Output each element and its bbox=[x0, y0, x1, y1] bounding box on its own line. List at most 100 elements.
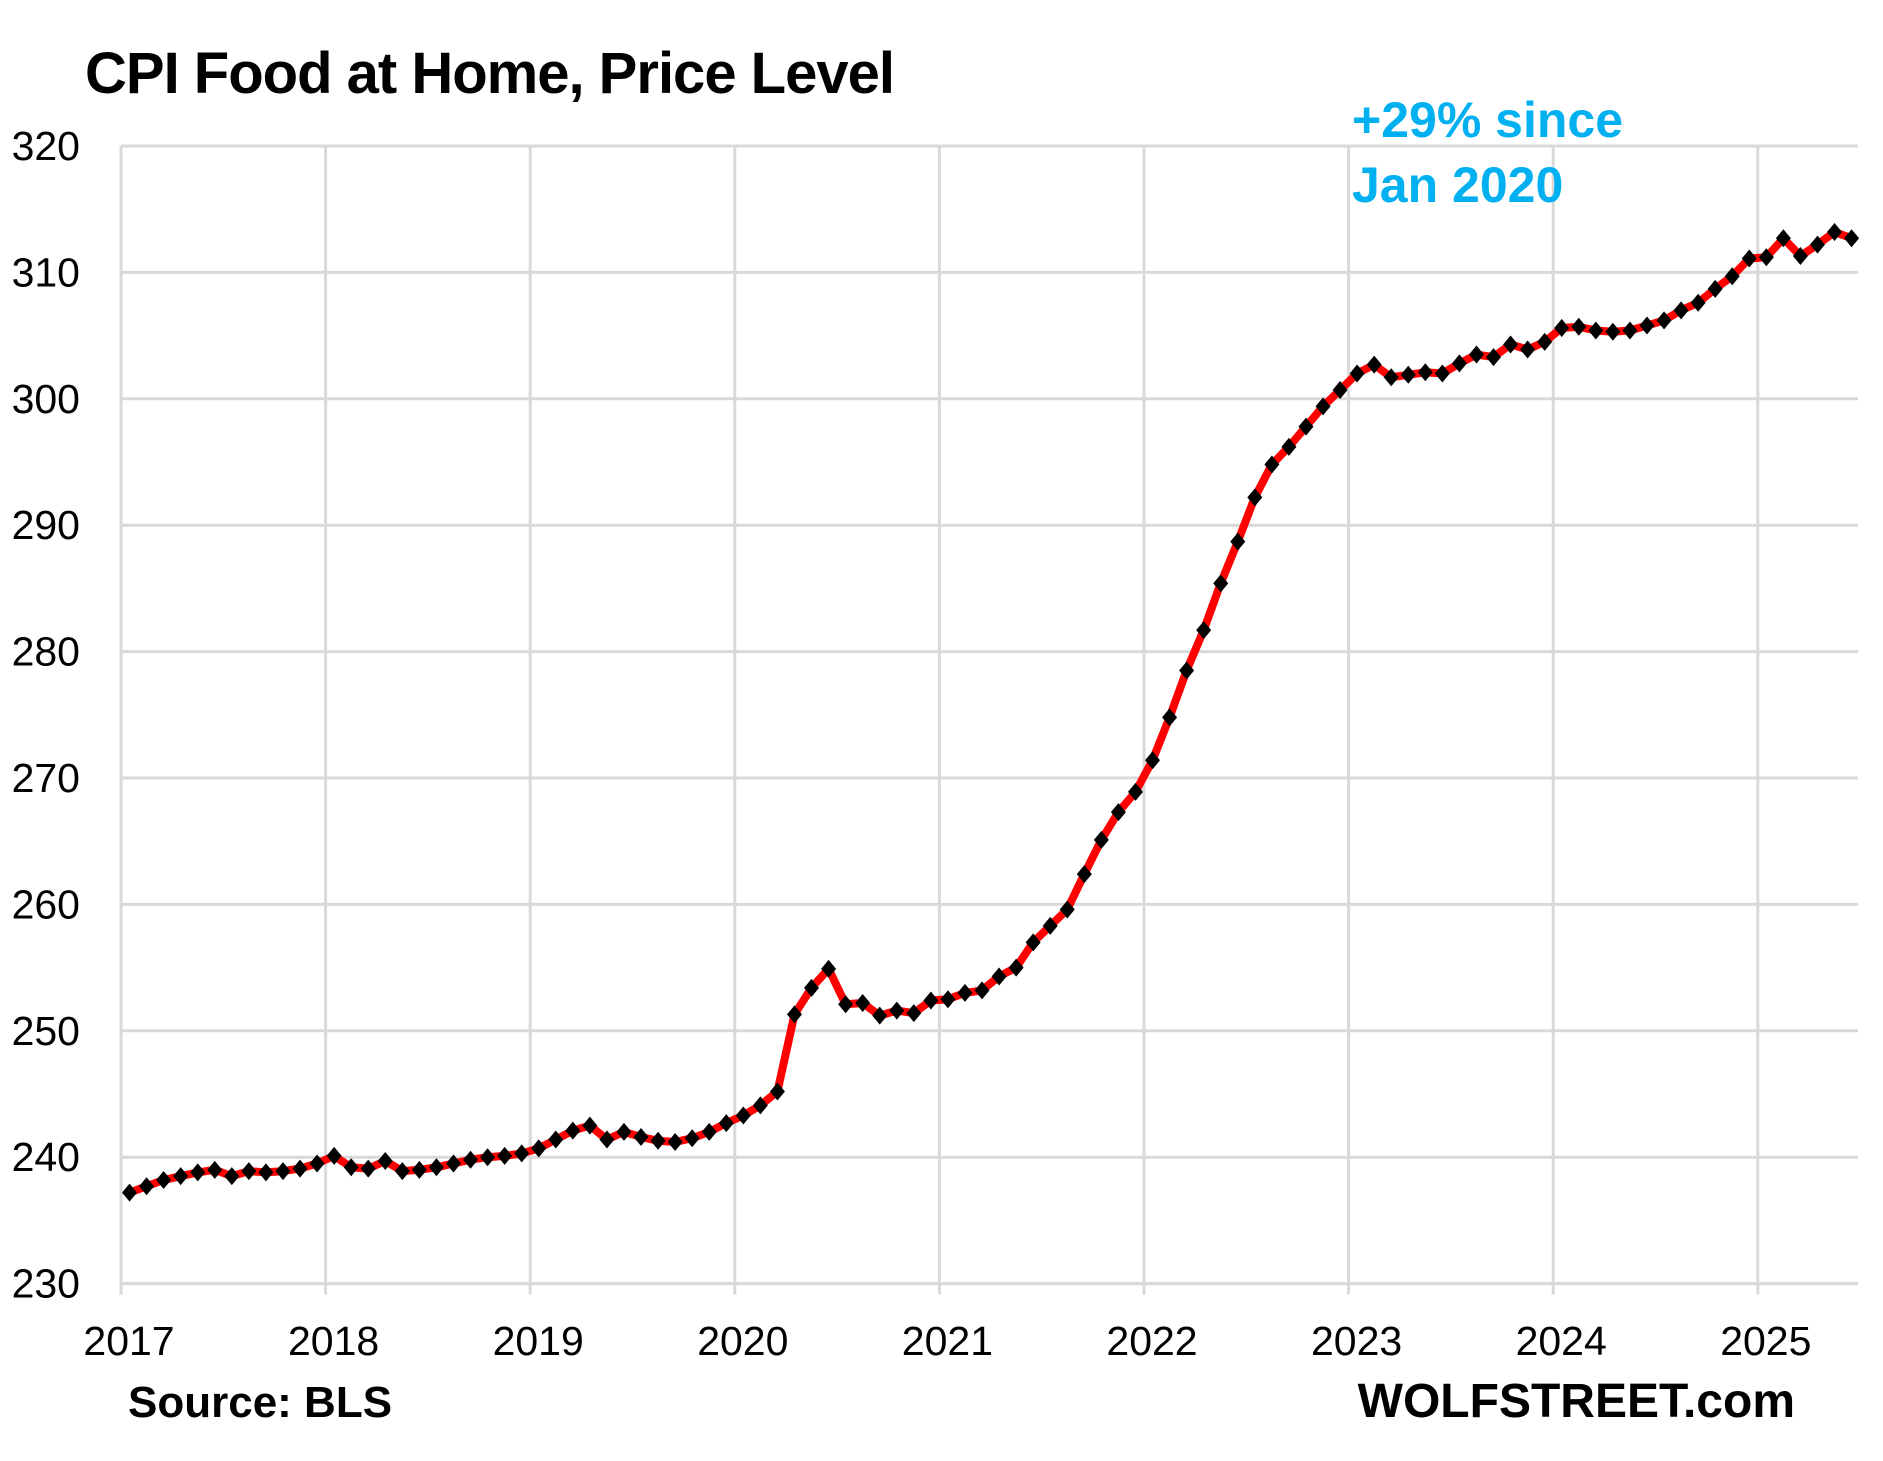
data-point-marker bbox=[616, 1122, 632, 1141]
y-axis-tick-label: 260 bbox=[12, 881, 80, 927]
x-axis-tick-label: 2023 bbox=[1311, 1318, 1402, 1364]
data-point-marker bbox=[1554, 319, 1570, 338]
x-axis-tick-label: 2022 bbox=[1106, 1318, 1197, 1364]
data-point-marker bbox=[1468, 345, 1484, 364]
data-point-marker bbox=[241, 1162, 257, 1181]
data-point-marker bbox=[701, 1122, 717, 1141]
data-point-marker bbox=[889, 1001, 905, 1020]
data-point-marker bbox=[1110, 803, 1126, 822]
y-axis-tick-label: 290 bbox=[12, 502, 80, 548]
y-axis-tick-label: 230 bbox=[12, 1261, 80, 1307]
y-axis-tick-label: 240 bbox=[12, 1134, 80, 1180]
data-point-marker bbox=[1775, 229, 1791, 248]
data-point-marker bbox=[1298, 417, 1314, 436]
data-point-marker bbox=[974, 981, 990, 1000]
data-point-marker bbox=[1162, 708, 1178, 727]
data-point-marker bbox=[1332, 380, 1348, 399]
data-point-marker bbox=[855, 993, 871, 1012]
data-point-marker bbox=[1639, 316, 1655, 335]
chart-title: CPI Food at Home, Price Level bbox=[85, 41, 895, 106]
annotation-line2: Jan 2020 bbox=[1352, 157, 1564, 213]
data-point-marker bbox=[940, 990, 956, 1009]
data-point-marker bbox=[821, 959, 837, 978]
data-point-marker bbox=[1724, 267, 1740, 286]
data-point-marker bbox=[480, 1148, 496, 1167]
y-axis-tick-label: 320 bbox=[12, 123, 80, 169]
data-point-marker bbox=[1656, 311, 1672, 330]
x-axis-tick-label: 2025 bbox=[1720, 1318, 1811, 1364]
data-point-marker bbox=[1247, 488, 1263, 507]
x-axis-tick-label: 2024 bbox=[1516, 1318, 1607, 1364]
data-line bbox=[125, 228, 1856, 1197]
data-point-marker bbox=[1417, 363, 1433, 382]
branding-wolfstreet: WOLFSTREET.com bbox=[1357, 1375, 1795, 1428]
annotation-change-since-jan2020: +29% since Jan 2020 bbox=[1352, 88, 1623, 218]
data-point-marker bbox=[531, 1139, 547, 1158]
data-point-marker bbox=[190, 1163, 206, 1182]
data-point-marker bbox=[633, 1127, 649, 1146]
data-point-marker bbox=[1383, 368, 1399, 387]
data-point-marker bbox=[1366, 355, 1382, 374]
y-axis-tick-label: 310 bbox=[12, 249, 80, 295]
data-point-marker bbox=[1690, 293, 1706, 312]
data-point-marker bbox=[1451, 354, 1467, 373]
data-point-marker bbox=[804, 978, 820, 997]
source-note: Source: BLS bbox=[128, 1378, 393, 1427]
data-point-marker bbox=[173, 1167, 189, 1186]
x-axis-tick-label: 2018 bbox=[288, 1318, 379, 1364]
data-point-marker bbox=[1673, 301, 1689, 320]
data-point-marker bbox=[923, 991, 939, 1010]
data-point-marker bbox=[224, 1167, 240, 1186]
data-point-marker bbox=[1093, 830, 1109, 849]
y-axis-tick-label: 300 bbox=[12, 376, 80, 422]
data-point-marker bbox=[684, 1129, 700, 1148]
data-point-marker bbox=[786, 1005, 802, 1024]
data-point-marker bbox=[1349, 364, 1365, 383]
x-axis-tick-label: 2020 bbox=[697, 1318, 788, 1364]
data-point-marker bbox=[428, 1158, 444, 1177]
data-point-marker bbox=[872, 1006, 888, 1025]
data-point-marker bbox=[309, 1154, 325, 1173]
data-point-marker bbox=[1196, 621, 1212, 640]
x-axis-tick-label: 2017 bbox=[83, 1318, 174, 1364]
data-point-marker bbox=[1571, 317, 1587, 336]
data-point-marker bbox=[1008, 958, 1024, 977]
data-point-marker bbox=[1588, 321, 1604, 340]
data-point-marker bbox=[1844, 229, 1860, 248]
data-point-marker bbox=[752, 1096, 768, 1115]
annotation-line1: +29% since bbox=[1352, 92, 1624, 148]
data-point-marker bbox=[1025, 933, 1041, 952]
data-point-marker bbox=[1315, 397, 1331, 416]
data-point-marker bbox=[735, 1106, 751, 1125]
x-axis-tick-label: 2021 bbox=[902, 1318, 993, 1364]
data-point-marker bbox=[394, 1162, 410, 1181]
data-point-marker bbox=[1809, 235, 1825, 254]
data-point-marker bbox=[599, 1130, 615, 1149]
data-point-marker bbox=[139, 1177, 155, 1196]
data-point-marker bbox=[275, 1162, 291, 1181]
data-point-marker bbox=[497, 1146, 513, 1165]
data-point-marker bbox=[1179, 661, 1195, 680]
data-point-marker bbox=[156, 1170, 172, 1189]
data-point-marker bbox=[1264, 455, 1280, 474]
data-point-marker bbox=[548, 1130, 564, 1149]
y-axis-tick-label: 270 bbox=[12, 755, 80, 801]
data-point-marker bbox=[122, 1183, 138, 1202]
data-point-marker bbox=[991, 967, 1007, 986]
data-point-marker bbox=[1076, 865, 1092, 884]
data-point-marker bbox=[1792, 246, 1808, 265]
data-point-marker bbox=[1213, 574, 1229, 593]
data-point-marker bbox=[377, 1151, 393, 1170]
data-point-marker bbox=[1707, 279, 1723, 298]
data-point-marker bbox=[1059, 900, 1075, 919]
data-point-marker bbox=[292, 1159, 308, 1178]
data-point-marker bbox=[411, 1160, 427, 1179]
x-axis-tick-label: 2019 bbox=[493, 1318, 584, 1364]
data-point-marker bbox=[1741, 249, 1757, 268]
data-point-marker bbox=[1230, 532, 1246, 551]
data-point-marker bbox=[1486, 348, 1502, 367]
data-point-marker bbox=[1042, 916, 1058, 935]
data-point-marker bbox=[565, 1121, 581, 1140]
